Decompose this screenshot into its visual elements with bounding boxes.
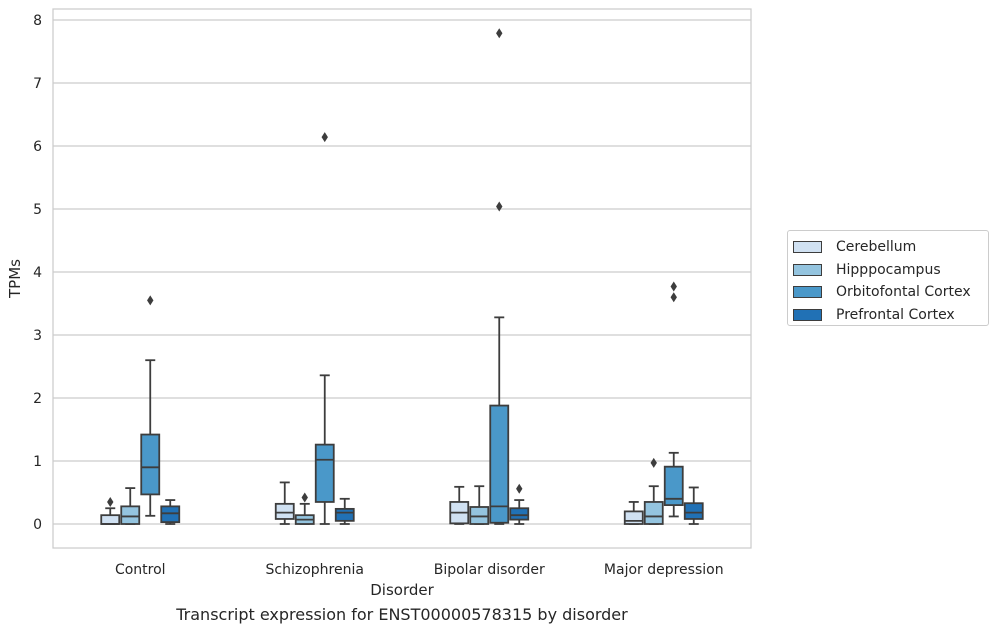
box-body (643, 501, 664, 525)
box-body (100, 514, 121, 525)
outlier-point (147, 295, 154, 306)
plot-area-frame (52, 8, 752, 549)
y-tick-label: 8 (33, 13, 42, 29)
box-prefrontal-cortex-1 (334, 497, 355, 525)
box-orbitofontal-cortex-1 (314, 132, 335, 525)
box-body (663, 465, 684, 507)
outlier-point (670, 292, 677, 303)
legend-item: Orbitofontal Cortex (793, 281, 988, 304)
outlier-point (650, 457, 657, 468)
box-body (120, 505, 141, 525)
legend-swatch (793, 241, 822, 254)
box-prefrontal-cortex-2 (509, 483, 530, 525)
y-tick-label: 3 (33, 328, 42, 344)
box-body (140, 433, 161, 496)
legend-label: Orbitofontal Cortex (836, 284, 971, 301)
box-prefrontal-cortex-3 (683, 486, 704, 525)
outlier-point (301, 492, 308, 503)
legend-item: Cerebellum (793, 236, 988, 259)
legend-item: Hipppocampus (793, 259, 988, 282)
box-body (274, 502, 295, 520)
gridlines (53, 19, 751, 525)
x-tick-labels: Control Schizophrenia Bipolar disorder Majo… (115, 562, 724, 578)
outlier-point (496, 201, 503, 212)
y-tick-label: 1 (33, 454, 42, 470)
box-hipppocampus-1 (294, 492, 315, 525)
legend-swatch (793, 286, 822, 299)
y-tick-label: 7 (33, 76, 42, 92)
x-tick-label: Bipolar disorder (434, 562, 545, 578)
legend-label: Hipppocampus (836, 261, 941, 278)
box-body (623, 510, 644, 525)
box-body (489, 404, 510, 524)
box-orbitofontal-cortex-2 (489, 28, 510, 525)
box-hipppocampus-2 (469, 485, 490, 525)
legend-item: Prefrontal Cortex (793, 304, 988, 327)
box-cerebellum-1 (274, 481, 295, 525)
outlier-point (496, 28, 503, 39)
y-tick-label: 2 (33, 391, 42, 407)
y-tick-labels: 0 1 2 3 4 5 6 7 8 (33, 13, 42, 533)
outlier-point (321, 132, 328, 143)
boxes (100, 28, 704, 525)
box-hipppocampus-3 (643, 457, 664, 525)
box-orbitofontal-cortex-0 (140, 295, 161, 517)
y-tick-label: 0 (33, 517, 42, 533)
box-orbitofontal-cortex-3 (663, 281, 684, 518)
outlier-point (516, 483, 523, 494)
legend-label: Prefrontal Cortex (836, 306, 955, 323)
y-tick-label: 4 (33, 265, 42, 281)
box-body (314, 443, 335, 503)
x-tick-label: Schizophrenia (266, 562, 364, 578)
legend-swatch (793, 308, 822, 321)
outlier-point (107, 496, 114, 507)
outlier-point (670, 281, 677, 292)
y-tick-label: 5 (33, 202, 42, 218)
box-cerebellum-0 (100, 496, 121, 525)
y-axis-label: TPMs (6, 259, 24, 299)
legend-swatch (793, 263, 822, 276)
y-tick-label: 6 (33, 139, 42, 155)
x-tick-label: Control (115, 562, 166, 578)
box-body (334, 507, 355, 522)
box-cerebellum-3 (623, 501, 644, 525)
chart-caption: Transcript expression for ENST0000057831… (176, 605, 628, 624)
box-body (509, 507, 530, 521)
legend: Cerebellum Hipppocampus Orbitofontal Corte… (787, 230, 989, 326)
box-body (160, 505, 181, 524)
box-hipppocampus-0 (120, 487, 141, 525)
box-prefrontal-cortex-0 (160, 499, 181, 525)
legend-label: Cerebellum (836, 239, 917, 256)
box-body (469, 506, 490, 525)
x-axis-label: Disorder (370, 581, 434, 599)
x-tick-label: Major depression (604, 562, 724, 578)
box-cerebellum-2 (449, 485, 470, 525)
box-body (683, 502, 704, 520)
